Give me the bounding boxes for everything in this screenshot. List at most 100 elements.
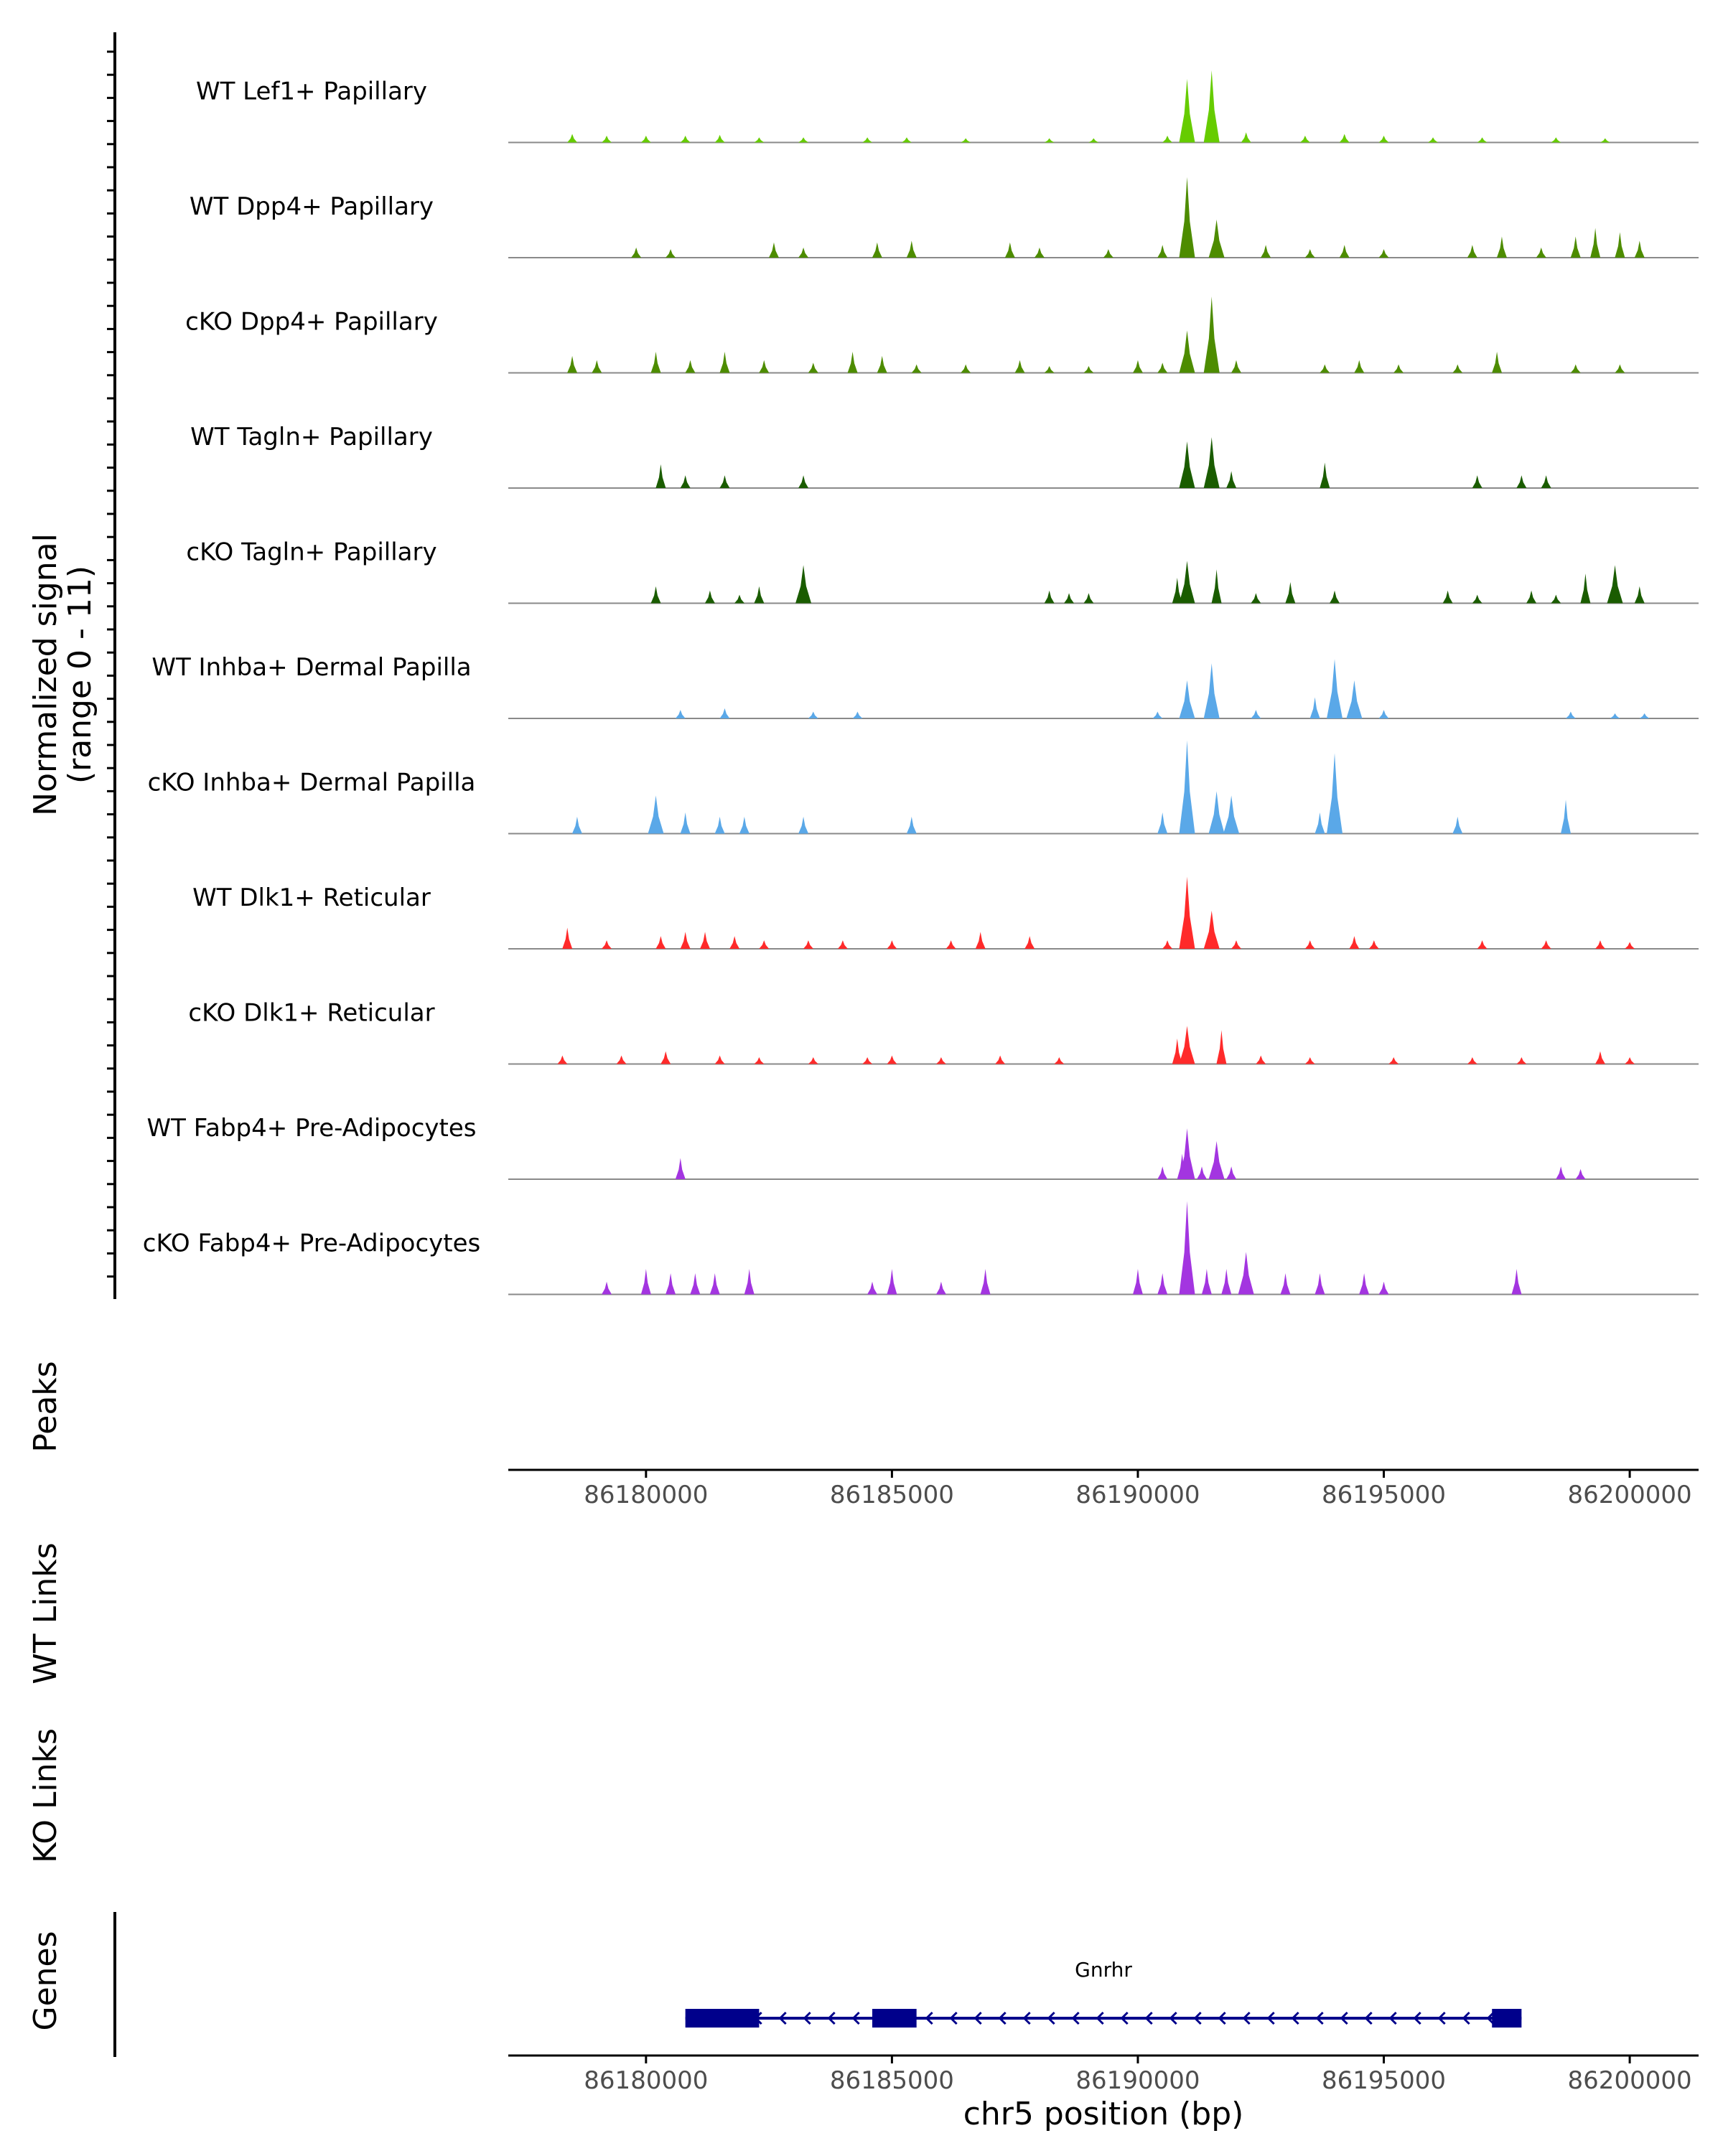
gene-exon (872, 2009, 917, 2028)
signal-peak (1231, 360, 1241, 373)
signal-peak (1634, 586, 1645, 604)
signal-peak (744, 1269, 755, 1295)
signal-peak (1428, 137, 1439, 143)
signal-peak (1575, 1168, 1586, 1179)
signal-peak (1304, 1057, 1315, 1064)
signal-peak (754, 1057, 765, 1064)
signal-peak (877, 355, 887, 373)
signal-peak (1034, 247, 1045, 258)
signal-peak (754, 137, 765, 143)
x-tick-label: 86185000 (830, 1481, 954, 1509)
signal-peak (1179, 1201, 1195, 1295)
track-label: WT Dpp4+ Papillary (190, 192, 434, 221)
signal-peak (704, 590, 715, 604)
signal-peak (1083, 593, 1094, 604)
signal-peak (872, 242, 882, 258)
signal-peak (1594, 1051, 1605, 1064)
signal-peak (1359, 1272, 1370, 1295)
signal-peak (995, 1055, 1006, 1064)
signal-peak (759, 940, 770, 949)
signal-peak (1157, 245, 1168, 258)
strand-arrow (1266, 2011, 1275, 2025)
signal-peak (1551, 594, 1561, 604)
track-label: WT Dlk1+ Reticular (192, 884, 431, 912)
signal-peak (557, 1055, 568, 1064)
signal-peak (1251, 593, 1261, 604)
x-tick-label: 86190000 (1075, 2066, 1200, 2095)
signal-peak (1157, 1166, 1168, 1179)
gene-exon (685, 2009, 760, 2028)
strand-arrow (925, 2011, 933, 2025)
signal-peak (961, 138, 971, 143)
strand-arrow (1315, 2011, 1324, 2025)
signal-peak (1594, 940, 1605, 949)
signal-peak (1496, 236, 1507, 258)
signal-peak (1330, 590, 1340, 604)
strand-arrow (778, 2011, 787, 2025)
signal-peak (602, 1281, 612, 1295)
x-tick-label: 86180000 (584, 1481, 708, 1509)
signal-peak (1556, 1166, 1566, 1179)
signal-peak (1285, 581, 1296, 604)
signal-peak (1157, 362, 1168, 373)
signal-peak (1315, 1272, 1325, 1295)
y-axis-label-line2: (range 0 - 11) (62, 566, 98, 784)
signal-peak (1327, 753, 1343, 834)
signal-peak (1320, 364, 1330, 373)
genes-x-axis: 86180000 86185000 86190000 86195000 86200000 (584, 2056, 1692, 2095)
signal-peak (1541, 475, 1551, 488)
signal-peak (1088, 138, 1099, 143)
signal-peak (1014, 360, 1025, 373)
signal-peak (906, 816, 917, 834)
signal-peak (795, 565, 812, 604)
signal-peak (1208, 791, 1225, 834)
signal-peak (660, 1051, 671, 1064)
signal-peak (655, 936, 666, 949)
coverage-tracks: WT Lef1+ Papillary WT Dpp4+ Papillary cKO … (143, 70, 1699, 1295)
signal-peak (700, 932, 711, 949)
signal-peak (562, 927, 573, 949)
strand-arrow (851, 2011, 860, 2025)
signal-peak (1203, 663, 1220, 718)
signal-peak (602, 136, 612, 143)
signal-peak (640, 136, 651, 143)
signal-peak (1327, 659, 1343, 718)
track-label: WT Fabp4+ Pre-Adipocytes (147, 1114, 477, 1143)
signal-peak (1203, 70, 1220, 143)
strand-arrow (1022, 2011, 1031, 2025)
signal-peak (680, 475, 691, 488)
track-10: cKO Fabp4+ Pre-Adipocytes (143, 1201, 1699, 1295)
signal-peak (1354, 360, 1365, 373)
x-tick-label: 86185000 (830, 2066, 954, 2095)
signal-peak (567, 133, 578, 143)
signal-peak (1320, 462, 1330, 488)
signal-peak (1044, 366, 1055, 373)
strand-arrow (1340, 2011, 1348, 2025)
coverage-axis-ticks (107, 50, 115, 1278)
signal-peak (714, 134, 725, 143)
signal-peak (675, 710, 686, 718)
signal-peak (1221, 1269, 1232, 1295)
signal-peak (887, 940, 897, 949)
signal-peak (768, 242, 779, 258)
signal-peak (1339, 133, 1350, 143)
signal-peak (709, 1272, 720, 1295)
signal-peak (567, 355, 578, 373)
strand-arrow (998, 2011, 1007, 2025)
signal-peak (1467, 1057, 1477, 1064)
signal-peak (1172, 1039, 1182, 1064)
strand-arrow (1486, 2011, 1495, 2025)
signal-peak (1157, 812, 1168, 834)
signal-peak (666, 1272, 676, 1295)
x-tick-label: 86200000 (1568, 1481, 1692, 1509)
gene-exon (1492, 2009, 1522, 2028)
signal-peak (1536, 247, 1546, 258)
signal-peak (1152, 711, 1163, 718)
y-axis-label-line1: Normalized signal (27, 533, 64, 816)
signal-peak (1132, 1269, 1143, 1295)
signal-peak (650, 351, 661, 373)
signal-peak (1615, 364, 1625, 373)
signal-peak (1216, 1030, 1227, 1064)
